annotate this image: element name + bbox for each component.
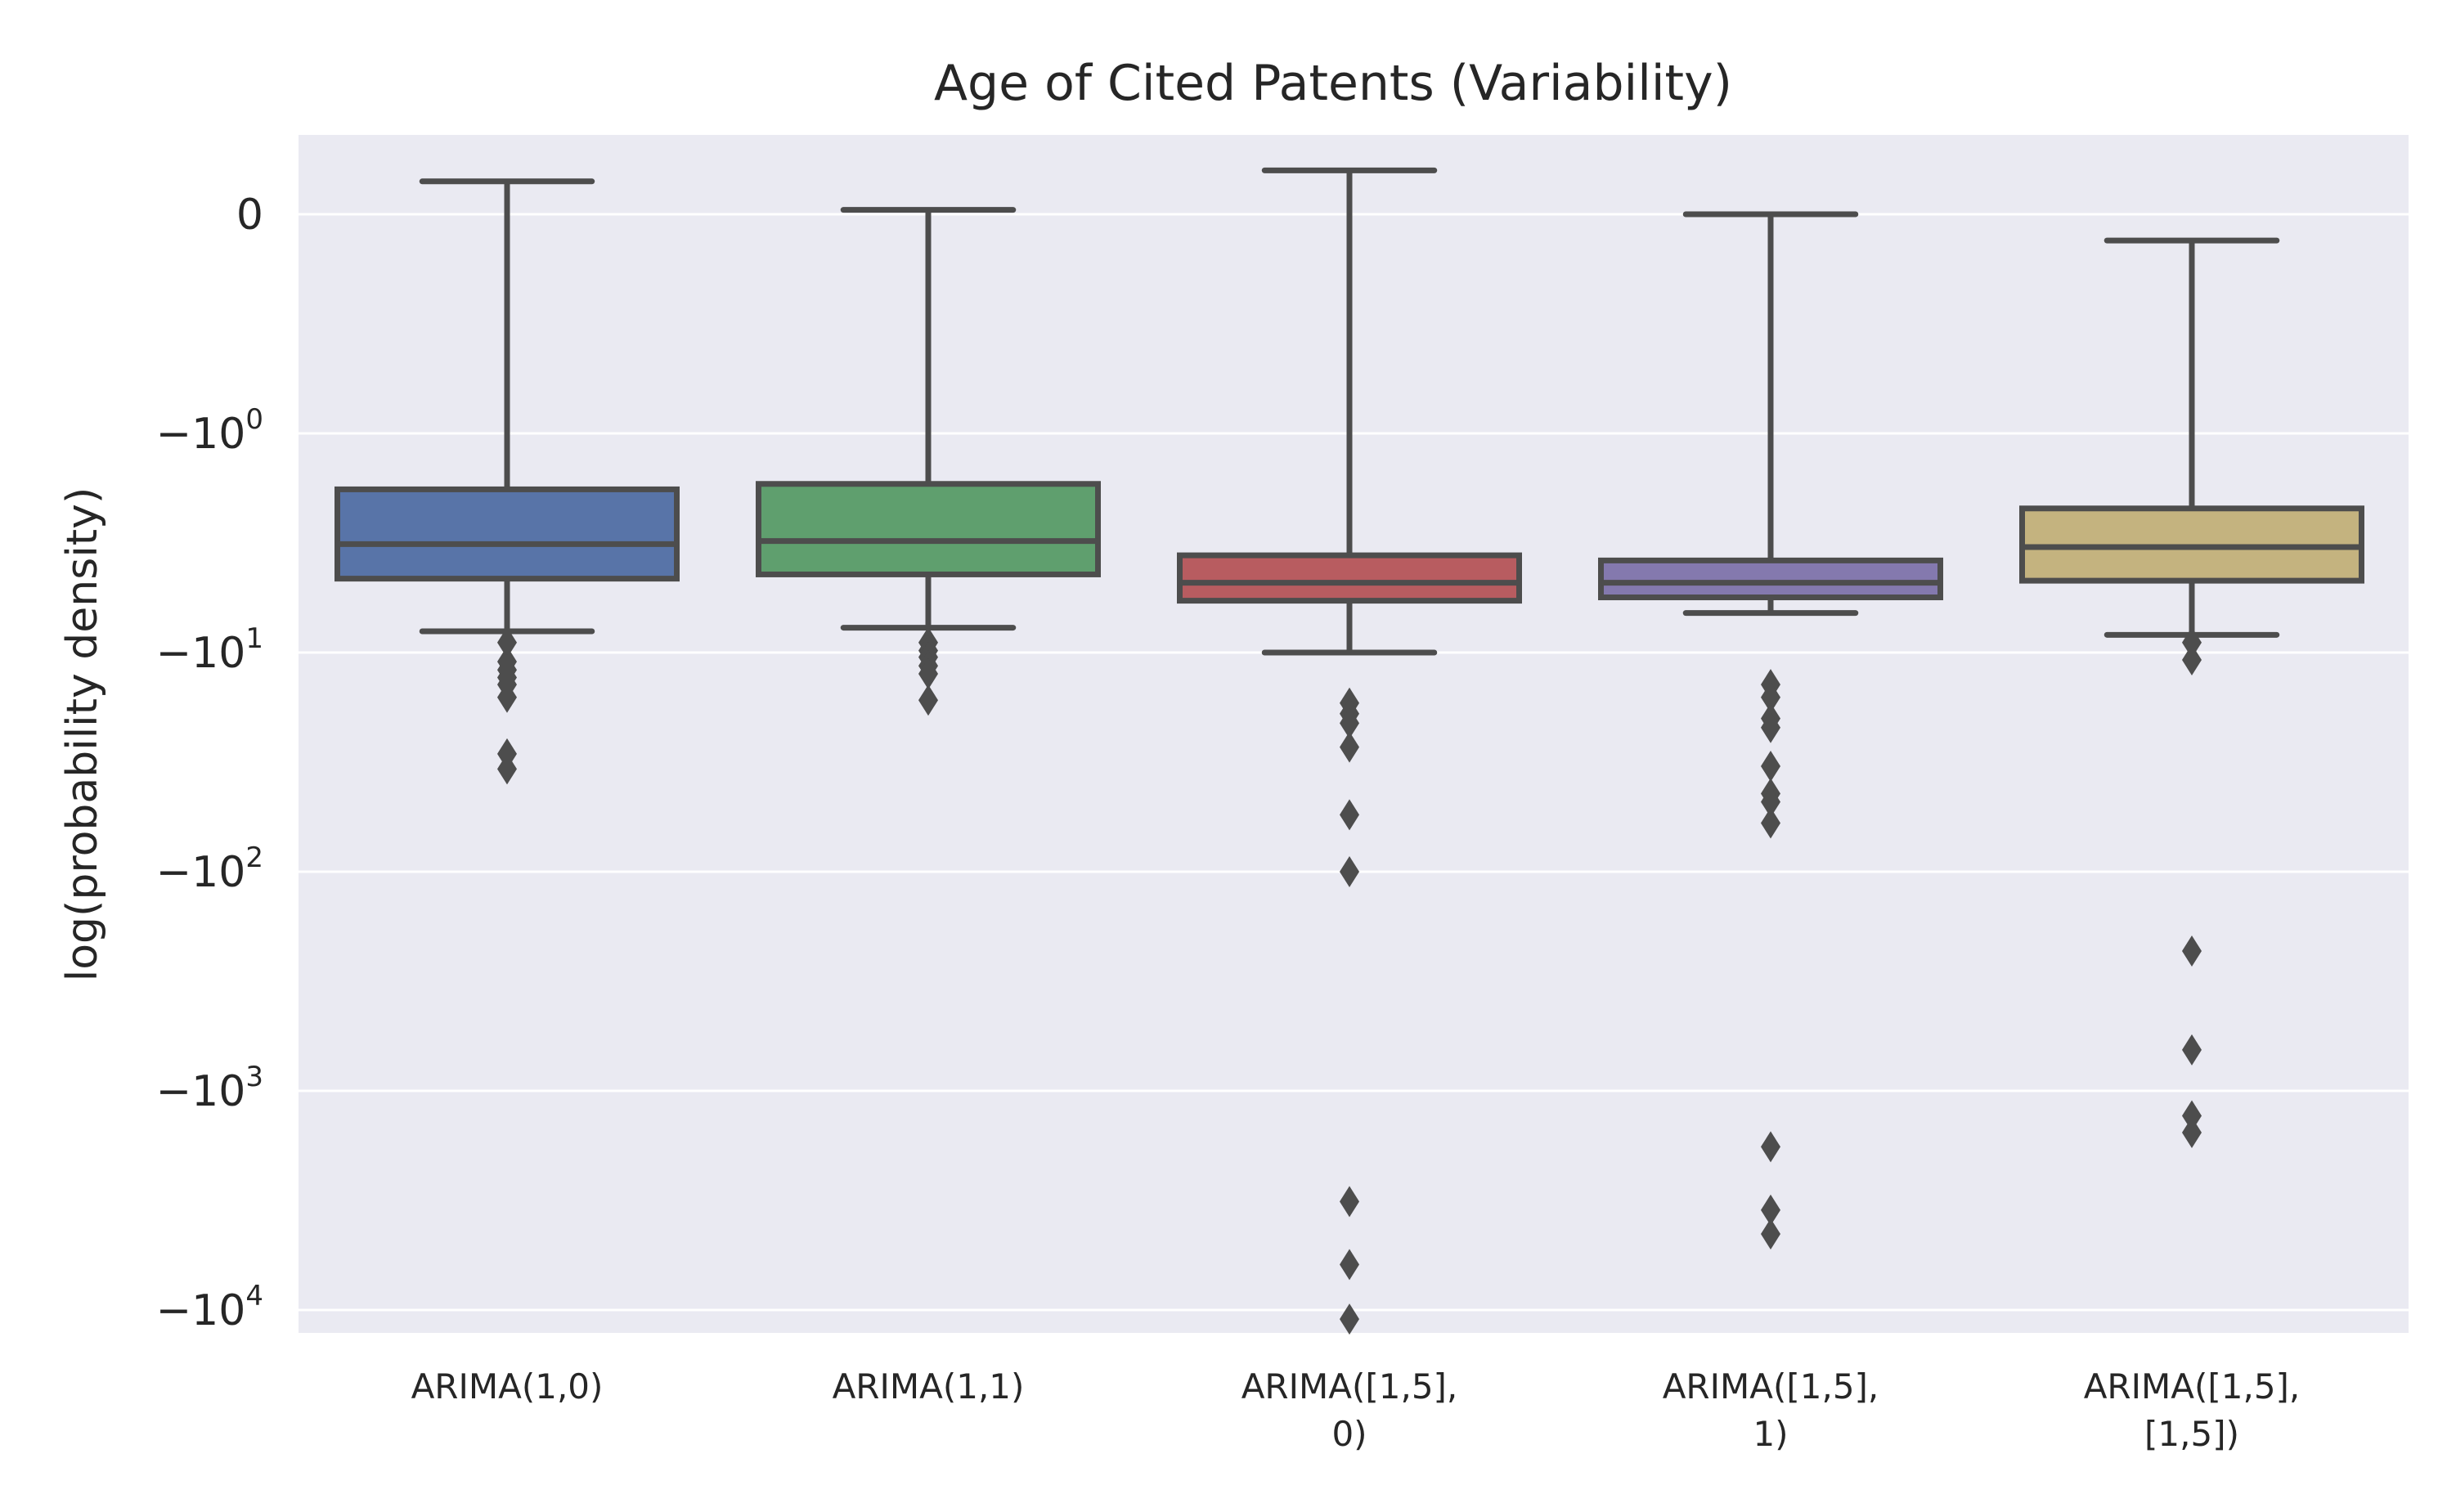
x-tick-line: ARIMA([1,5], [1663, 1366, 1879, 1407]
x-tick-line: ARIMA([1,5], [2084, 1366, 2301, 1407]
x-tick-line: 1) [1753, 1414, 1788, 1454]
y-tick-base: −10 [156, 629, 246, 678]
outlier-point [2182, 626, 2202, 658]
outlier-point [497, 753, 517, 785]
box-group [1598, 211, 1943, 1250]
y-tick-exponent: 4 [245, 1280, 263, 1312]
outlier-point [1761, 750, 1780, 782]
box-group [756, 207, 1101, 716]
x-tick-label: ARIMA(1,0) [411, 1366, 604, 1407]
y-axis-ticks: 0−100−101−102−103−104 [156, 191, 263, 1335]
box-iqr [1598, 557, 1943, 601]
y-axis-label: log(probability density) [58, 487, 107, 981]
outlier-point [1761, 807, 1780, 839]
x-tick-line: ARIMA(1,1) [833, 1366, 1025, 1407]
outlier-point [1340, 731, 1359, 763]
outlier-point [1761, 786, 1780, 818]
outlier-point [497, 681, 517, 713]
outlier-point [1761, 1194, 1780, 1226]
outlier-point [1340, 856, 1359, 887]
outlier-point [2182, 1034, 2202, 1066]
outlier-point [1340, 707, 1359, 739]
x-tick-line: ARIMA(1,0) [411, 1366, 604, 1407]
outlier-point [1761, 711, 1780, 743]
outlier-point [918, 684, 938, 716]
y-tick-base: −10 [156, 1067, 246, 1116]
boxes [334, 167, 2364, 1335]
outlier-point [1761, 1218, 1780, 1250]
x-tick-line: 0) [1331, 1414, 1367, 1454]
chart-title: Age of Cited Patents (Variability) [934, 55, 1732, 112]
x-tick-label: ARIMA([1,5], [1,5]) [2084, 1366, 2301, 1454]
box-iqr [1177, 552, 1522, 604]
outlier-point [2182, 1100, 2202, 1132]
y-tick-exponent: 3 [245, 1061, 263, 1093]
y-tick-label: −104 [156, 1280, 263, 1335]
y-tick-exponent: 2 [245, 841, 263, 874]
outlier-point [2182, 1117, 2202, 1149]
outlier-point [1761, 1131, 1780, 1163]
y-tick-label: −102 [156, 841, 263, 897]
outlier-point [1340, 1303, 1359, 1335]
x-tick-label: ARIMA([1,5], 0) [1241, 1366, 1458, 1454]
outlier-point [2182, 644, 2202, 675]
outlier-point [918, 657, 938, 689]
outlier-point [1340, 1186, 1359, 1218]
box-iqr [756, 481, 1101, 577]
y-tick-label: −101 [156, 622, 263, 678]
x-axis-ticks: ARIMA(1,0) ARIMA(1,1) ARIMA([1,5], 0)ARIMA(… [411, 1366, 2301, 1454]
x-tick-line: ARIMA([1,5], [1241, 1366, 1458, 1407]
box-group [1177, 167, 1522, 1335]
box-group [334, 178, 680, 785]
y-tick-exponent: 1 [245, 622, 263, 655]
box-iqr [334, 486, 680, 582]
x-tick-line: [1,5]) [2144, 1414, 2239, 1454]
outlier-point [497, 626, 517, 658]
y-tick-label: 0 [236, 191, 263, 240]
outlier-point [2182, 935, 2202, 967]
y-tick-base: −10 [156, 410, 246, 459]
outlier-point [1340, 799, 1359, 831]
x-tick-label: ARIMA([1,5], 1) [1663, 1366, 1879, 1454]
y-tick-label: −103 [156, 1061, 263, 1116]
x-tick-label: ARIMA(1,1) [833, 1366, 1025, 1407]
plot-area [299, 135, 2409, 1333]
y-tick-label: −100 [156, 403, 263, 459]
box-group [2019, 237, 2364, 1149]
y-tick-base: −10 [156, 1286, 246, 1335]
y-tick-base: −10 [156, 848, 246, 897]
outlier-point [1761, 681, 1780, 713]
outlier-point [1340, 1249, 1359, 1281]
y-tick-exponent: 0 [245, 403, 263, 436]
y-tick-base: 0 [236, 191, 263, 240]
